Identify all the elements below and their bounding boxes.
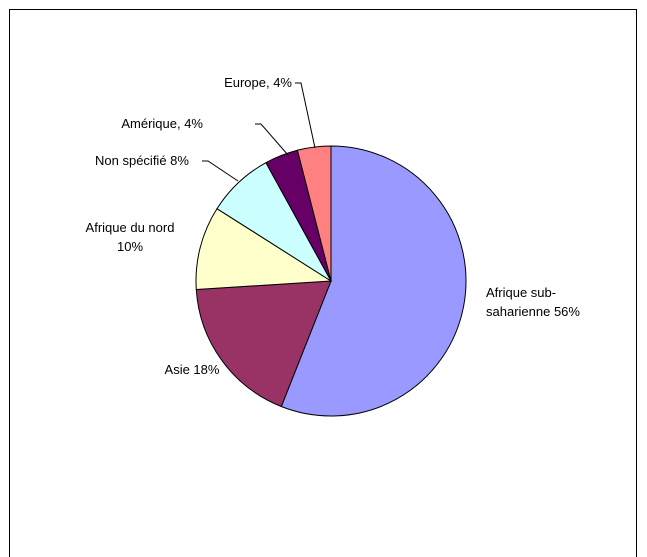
chart-area: Afrique sub-saharienne 56% Asie 18% Afriqu…: [9, 9, 637, 557]
slice-label: Europe, 4%: [224, 75, 292, 90]
slice-label: Non spécifié 8%: [95, 153, 189, 168]
slice-label: Afrique sub-saharienne 56%: [486, 285, 580, 319]
pie-slice: [280, 145, 467, 417]
leader-lines: [202, 82, 316, 182]
leader-line: [295, 82, 316, 149]
pie-chart: Afrique sub-saharienne 56% Asie 18% Afriqu…: [86, 75, 581, 417]
leader-line: [255, 123, 289, 156]
pie-slice: [195, 207, 333, 291]
slice-label: Afrique du nord 10%: [86, 220, 175, 254]
pie-slice: [296, 145, 332, 282]
pie-slices: [195, 145, 467, 417]
slice-labels: Afrique sub-saharienne 56% Asie 18% Afriqu…: [86, 75, 581, 377]
slice-label: Amérique, 4%: [121, 116, 203, 131]
pie-slice: [195, 280, 332, 408]
slice-label: Asie 18%: [165, 362, 220, 377]
leader-line: [202, 160, 239, 182]
